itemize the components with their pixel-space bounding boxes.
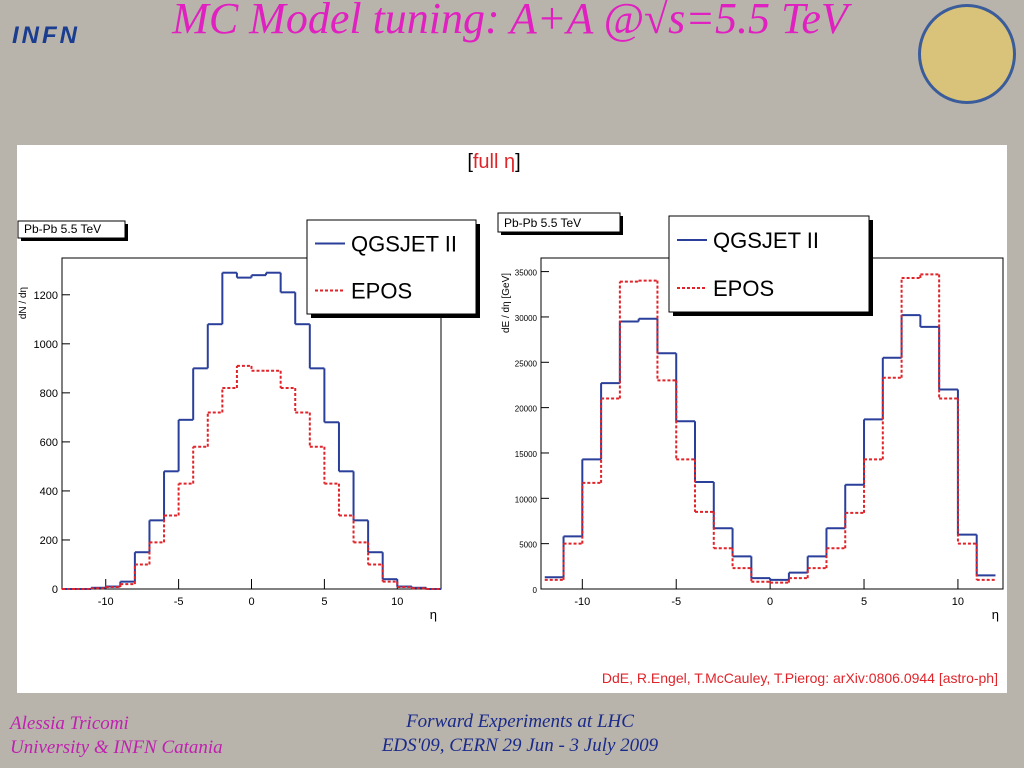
footer-left: Alessia Tricomi University & INFN Catania	[10, 712, 223, 760]
x-tick-label: 0	[248, 596, 254, 608]
legend-label: QGSJET II	[351, 232, 457, 257]
y-tick-label: 0	[52, 584, 58, 596]
x-tick-label: 10	[391, 596, 403, 608]
seal	[918, 4, 1016, 104]
charts: [full η] DdE, R.Engel, T.McCauley, T.Pie…	[17, 151, 1004, 686]
annotation-box	[497, 212, 621, 233]
series	[544, 273, 996, 584]
y-tick-label: 400	[40, 486, 58, 498]
y-tick-label: 5000	[519, 541, 537, 550]
y-tick-label: 30000	[515, 314, 538, 323]
y-tick-label: 1000	[34, 339, 58, 351]
y-tick-label: 0	[533, 586, 538, 595]
y-tick-label: 800	[40, 388, 58, 400]
series	[62, 271, 441, 590]
annotation-box	[17, 220, 126, 239]
panel-label: [full η]	[467, 151, 520, 173]
y-tick-label: 1200	[34, 290, 58, 302]
legend-label: EPOS	[713, 276, 774, 301]
y-tick-label: 25000	[515, 359, 538, 368]
y-tick-label: 200	[40, 535, 58, 547]
legend	[306, 219, 477, 315]
conference-date: EDS'09, CERN 29 Jun - 3 July 2009	[381, 735, 659, 756]
x-tick-label: -10	[98, 596, 114, 608]
author: Alessia Tricomi	[10, 713, 129, 734]
series	[544, 314, 996, 581]
legend-label: QGSJET II	[713, 228, 819, 253]
y-tick-label: 600	[40, 437, 58, 449]
y-axis-label: dN / dη	[18, 287, 29, 319]
conference: Forward Experiments at LHC	[406, 711, 634, 732]
x-tick-label: 10	[952, 596, 964, 608]
x-axis-label: η	[992, 607, 999, 622]
y-axis-label: dE / dη [GeV]	[501, 273, 512, 333]
footer-center: Forward Experiments at LHC EDS'09, CERN 2…	[330, 710, 710, 758]
y-tick-label: 10000	[515, 495, 538, 504]
panel-label-text: full η	[473, 151, 515, 173]
legend	[668, 215, 870, 313]
bracket: [	[467, 151, 473, 173]
x-axis-label: η	[430, 607, 437, 622]
x-tick-label: 5	[321, 596, 327, 608]
x-tick-label: 5	[861, 596, 867, 608]
affiliation: University & INFN Catania	[10, 737, 223, 758]
x-tick-label: -5	[671, 596, 681, 608]
citation: DdE, R.Engel, T.McCauley, T.Pierog: arXi…	[602, 670, 998, 686]
y-tick-label: 35000	[515, 269, 538, 278]
x-tick-label: 0	[767, 596, 773, 608]
logo: INFN	[12, 22, 80, 49]
y-tick-label: 15000	[515, 450, 538, 459]
x-tick-label: -5	[174, 596, 184, 608]
legend-label: EPOS	[351, 279, 412, 304]
series	[62, 364, 441, 590]
annotation: Pb-Pb 5.5 TeV	[24, 222, 101, 236]
bracket: ]	[515, 151, 521, 173]
x-tick-label: -10	[574, 596, 590, 608]
annotation: Pb-Pb 5.5 TeV	[504, 216, 581, 230]
slide-title: MC Model tuning: A+A @√s=5.5 TeV	[172, 0, 848, 43]
y-tick-label: 20000	[515, 405, 538, 414]
